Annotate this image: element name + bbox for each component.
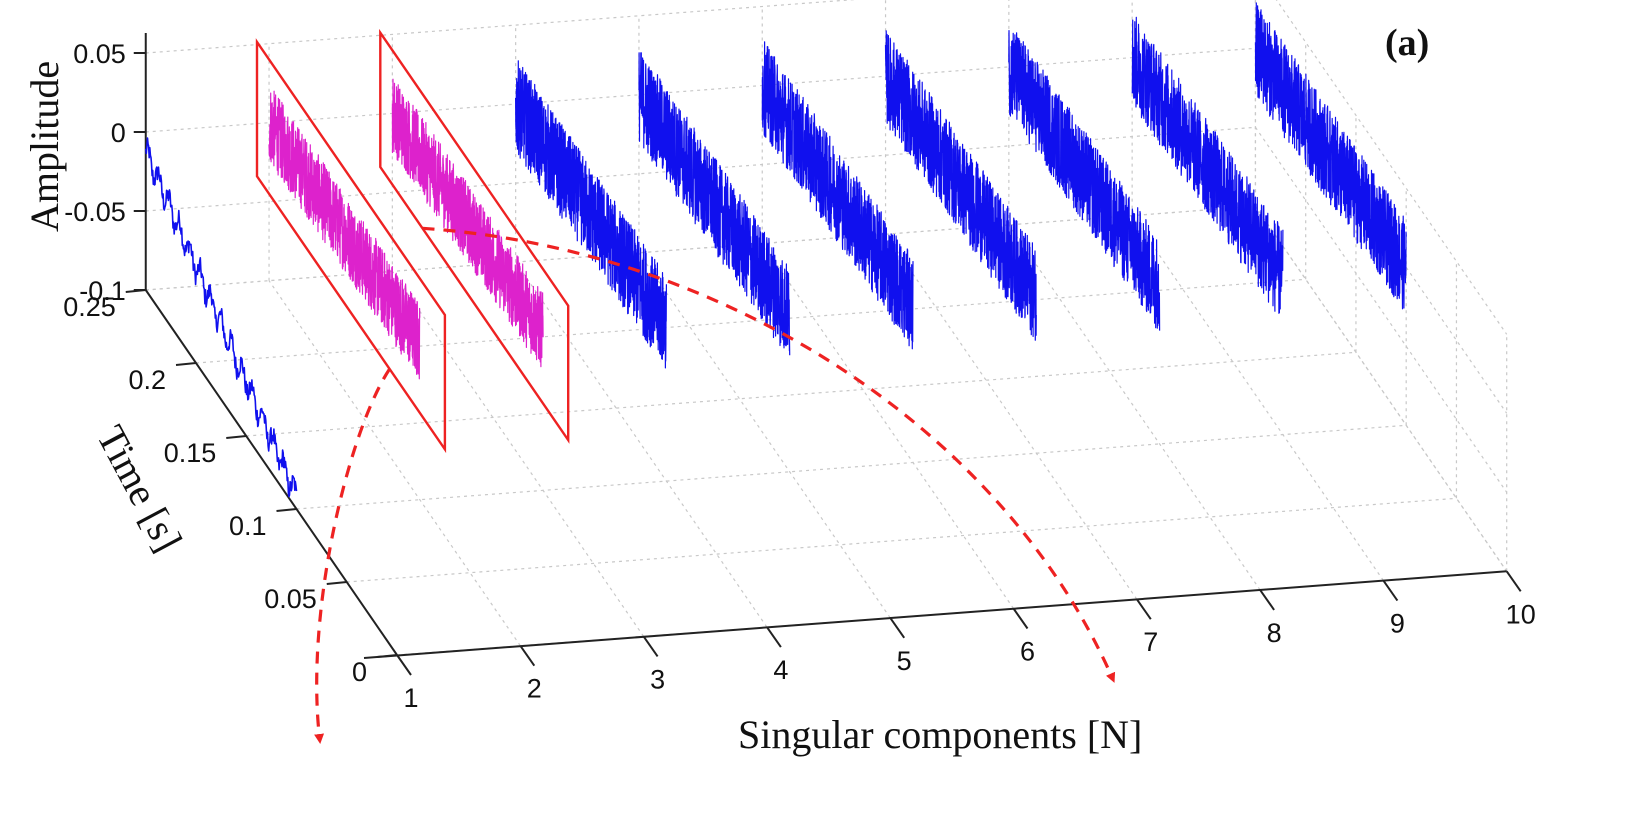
z-tick-label: -0.05 (64, 197, 126, 227)
series-component-3 (391, 78, 544, 368)
y-tick-mark (175, 362, 197, 366)
series-group (145, 2, 1407, 498)
y-tick-label: 0.05 (264, 584, 317, 614)
x-tick-label: 6 (1020, 637, 1035, 667)
z-axis-title: Amplitude (22, 61, 67, 232)
z-tick-label: 0.05 (73, 39, 126, 69)
back-grid-horizontal (145, 0, 857, 54)
highlight-frame-component-3 (379, 28, 570, 444)
side-grid-horizontal (1275, 0, 1508, 335)
x-tick-label: 2 (527, 674, 542, 704)
y-tick-mark (326, 581, 347, 585)
series-component-7 (884, 30, 1037, 341)
x-axis-title: Singular components [N] (738, 712, 1142, 757)
series-component-4 (514, 60, 668, 369)
series-component-5 (638, 52, 791, 356)
series-component-10 (1254, 2, 1407, 310)
x-tick-label: 9 (1390, 609, 1405, 639)
highlight-group (255, 28, 570, 454)
floor-grid-line (515, 261, 768, 628)
floor-grid-line (391, 271, 645, 637)
series-component-9 (1131, 16, 1284, 314)
x-tick-mark (766, 626, 782, 648)
side-grid-horizontal (1254, 205, 1508, 572)
y-tick-label: 0.15 (164, 438, 217, 468)
y-tick-label: 0.1 (229, 511, 267, 541)
floor-grid-line (346, 497, 1457, 583)
y-tick-label: 0 (352, 657, 367, 687)
back-grid-horizontal (145, 47, 1256, 133)
x-tick-mark (1259, 589, 1275, 611)
panel-label: (a) (1385, 22, 1429, 64)
x-axis-line (363, 570, 1507, 659)
x-tick-mark (642, 635, 659, 657)
x-tick-label: 7 (1143, 627, 1158, 657)
highlight-frame-component-2 (255, 38, 447, 454)
x-tick-mark (889, 617, 906, 639)
x-tick-label: 8 (1267, 618, 1282, 648)
series-component-2 (268, 90, 421, 380)
series-component-8 (1008, 30, 1161, 331)
series-component-1 (145, 137, 298, 498)
annotation-arrow-component-2 (314, 368, 391, 744)
y-axis-line (144, 289, 398, 656)
x-tick-label: 1 (403, 683, 418, 713)
y-tick-label: 0.2 (128, 365, 166, 395)
labels: (a) Singular components [N] Time [s] Amp… (22, 22, 1429, 757)
y-tick-label: 0.25 (63, 292, 116, 322)
x-tick-mark (1382, 580, 1399, 602)
tick-labels: 1 2 3 4 5 6 7 8 9 10 0 0.05 0.1 0.15 0.2 0.25 0.05 0 -0.05… (63, 39, 1536, 713)
x-tick-mark (519, 645, 536, 667)
x-tick-mark (1012, 607, 1029, 630)
annotation-arrows (314, 226, 1116, 744)
side-grid-horizontal (1254, 126, 1508, 493)
x-tick-label: 3 (650, 664, 665, 694)
y-tick-mark (226, 435, 247, 439)
floor-grid-line (1254, 205, 1508, 572)
annotation-arrow-component-3 (422, 226, 1116, 683)
x-tick-mark (396, 654, 412, 676)
y-tick-mark (376, 654, 398, 658)
x-tick-mark (1505, 570, 1522, 592)
y-tick-mark (276, 508, 297, 512)
series-component-6 (761, 41, 914, 350)
x-tick-mark (1135, 598, 1152, 620)
z-tick-label: -0.1 (79, 276, 126, 306)
x-tick-label: 5 (897, 646, 912, 676)
axes (125, 33, 1522, 676)
z-tick-label: 0 (111, 118, 126, 148)
x-tick-label: 10 (1506, 599, 1536, 629)
floor-grid-line (296, 424, 1407, 510)
x-tick-label: 4 (773, 655, 788, 685)
